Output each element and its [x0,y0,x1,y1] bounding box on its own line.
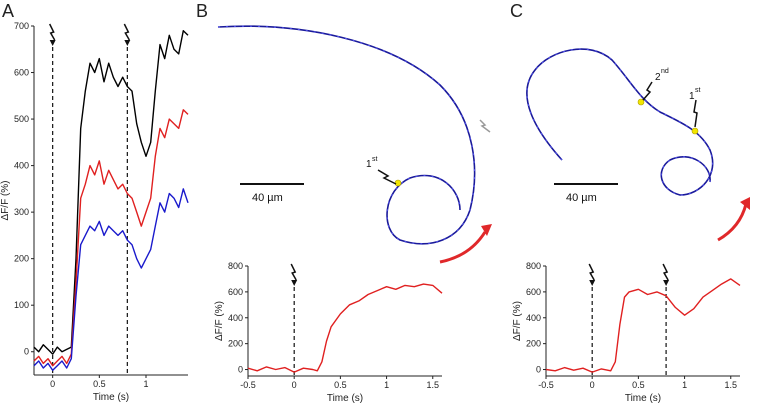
trajectory-c: 2 nd 1 st 40 µm [526,48,750,242]
chart-b-ytick-label: 200 [228,339,243,349]
chart-a-xtick-label: 1 [143,379,148,389]
chart-b-xtick-label: 0 [292,380,297,390]
chart-b-xtick-label: 1.5 [427,380,440,390]
gray-bolt-icon-b [479,119,491,133]
chart-c-ylabel: ΔF/F (%) [512,301,523,341]
stimulus-bolt-icon [662,263,669,281]
chart-a-ytick-label: 600 [14,68,29,78]
chart-c-ytick-label: 800 [526,261,541,271]
stimulus-arrow-icon [124,40,131,46]
chart-c-xtick-label: 0 [590,380,595,390]
chart-b-xtick-label: 1 [384,380,389,390]
chart-b-series-line-1 [247,283,443,373]
chart-a-ytick-label: 400 [14,161,29,171]
chart-b-trace: 0 200 400 600 800 -0.5 0 0.5 1 1.5 Time (s) ΔF/F (%… [214,261,443,404]
first-stim-sup-c: st [695,87,701,94]
chart-b-ytick-label: 800 [228,261,243,271]
chart-c-xlabel: Time (s) [625,393,661,404]
stimulus-bolt-icon [588,263,595,281]
chart-c-trace: 0 200 400 600 800 -0.5 0 0.5 1 1.5 Time (s) ΔF/F (%… [512,261,741,404]
panel-letter-b: B [196,1,208,21]
stimulus-bolt-icon [290,263,297,281]
rotation-arrow-head-c [740,197,750,210]
trajectory-ticks-b [217,25,475,244]
chart-a-xtick-label: 0.5 [93,379,106,389]
first-stim-label-c: 1 [689,91,695,102]
chart-a-ytick-label: 300 [14,207,29,217]
stimulus-bolt-icon-c-2nd [642,81,653,101]
chart-c-series-line-1 [545,278,741,373]
chart-c-ytick-label: 400 [526,313,541,323]
chart-b-ytick-label: 400 [228,313,243,323]
chart-a-ytick-label: 500 [14,114,29,124]
chart-c-xtick-label: 0.5 [632,380,645,390]
chart-c-ytick-label: 600 [526,287,541,297]
chart-c-xtick-label: 1.5 [725,380,738,390]
chart-c-xtick-label: -0.5 [538,380,554,390]
stimulus-bolt-icon-b [377,169,397,185]
chart-b-xlabel: Time (s) [327,393,363,404]
chart-a-series-line-1 [33,30,189,355]
trajectory-ticks-c [526,48,713,196]
rotation-arrow-b [439,231,487,264]
chart-a-ytick-label: 700 [14,21,29,31]
cell-marker-b [394,179,402,187]
chart-a-ytick-label: 100 [14,300,29,310]
first-stim-sup-b: st [372,156,378,163]
trajectory-b: 1 st 40 µm [217,25,492,264]
stimulus-arrow-icon [49,40,56,46]
rotation-arrow-c [717,203,748,242]
chart-c-ytick-label: 200 [526,339,541,349]
panel-letter-a: A [2,1,14,21]
stimulus-arrow-icon [291,280,298,286]
chart-a-xtick-label: 0 [50,379,55,389]
chart-a-xlabel: Time (s) [93,392,129,403]
chart-a-ytick-label: 0 [24,347,29,357]
scale-label-b: 40 µm [252,192,283,204]
cell-marker-c-2nd [637,98,645,106]
stimulus-arrow-icon [663,280,670,286]
chart-b-ytick-label: 0 [238,365,243,375]
rotation-arrow-head-b [481,224,492,236]
first-stim-label-b: 1 [366,159,372,170]
chart-c-xtick-label: 1 [682,380,687,390]
second-stim-sup-c: nd [661,68,669,75]
chart-c-ytick-label: 0 [536,365,541,375]
trajectory-path-c [526,48,714,196]
stimulus-bolt-icon [123,23,130,41]
stimulus-bolt-icon [48,23,56,41]
chart-a-series-line-3 [33,188,189,371]
chart-b-ylabel: ΔF/F (%) [214,301,225,341]
chart-a-series-line-2 [33,109,189,367]
chart-b-xtick-label: -0.5 [240,380,256,390]
stimulus-arrow-icon [589,280,596,286]
chart-b-xtick-label: 0.5 [334,380,347,390]
chart-a-ylabel: ΔF/F (%) [0,180,11,220]
chart-b-ytick-label: 600 [228,287,243,297]
chart-a: 0 100 200 300 400 500 600 700 0 0.5 1 Time (s) ΔF/F … [0,21,189,403]
panel-letter-c: C [510,1,523,21]
second-stim-label-c: 2 [655,72,661,83]
cell-marker-c-1st [691,127,699,135]
stimulus-bolt-icon-c-1st [693,99,698,128]
scale-label-c: 40 µm [566,192,597,204]
trajectory-path-b [217,25,476,245]
chart-a-ytick-label: 200 [14,254,29,264]
